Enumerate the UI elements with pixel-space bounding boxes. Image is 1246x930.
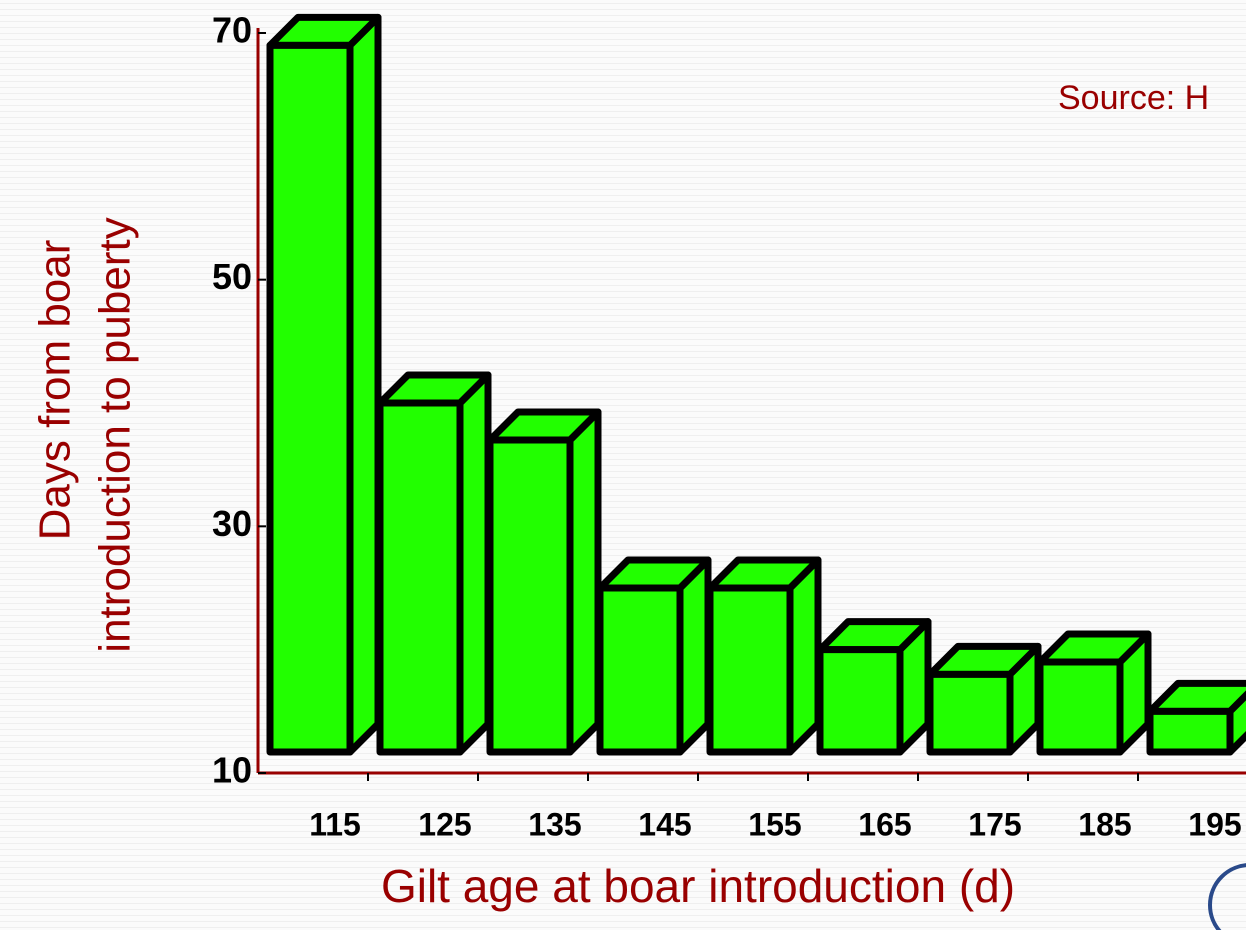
logo <box>1208 863 1246 930</box>
bar-side <box>566 408 602 756</box>
x-tick-label: 175 <box>968 806 1021 842</box>
y-axis-label: Days from boar <box>31 240 80 541</box>
bar-side <box>456 371 492 756</box>
x-tick-label: 195 <box>1188 806 1241 842</box>
y-tick-label: 50 <box>212 256 252 297</box>
x-tick-label: 125 <box>418 806 471 842</box>
y-tick-label: 70 <box>212 10 252 51</box>
bar <box>596 584 684 756</box>
bar-side <box>786 556 822 756</box>
bar <box>266 41 354 756</box>
bar <box>926 670 1014 756</box>
bar-side <box>676 556 712 756</box>
bar <box>1146 707 1234 756</box>
x-axis-label: Gilt age at boar introduction (d) <box>381 860 1015 912</box>
bar <box>706 584 794 756</box>
y-tick-label: 30 <box>212 503 252 544</box>
x-tick-label: 145 <box>638 806 691 842</box>
x-tick-label: 185 <box>1078 806 1131 842</box>
y-axis-label: introduction to puberty <box>91 217 140 652</box>
bar-side <box>346 13 382 756</box>
x-tick-label: 165 <box>858 806 911 842</box>
bar <box>1036 658 1124 756</box>
source-note: Source: H <box>1058 79 1209 117</box>
bar <box>486 436 574 756</box>
y-tick-label: 10 <box>212 750 252 791</box>
bar <box>376 399 464 756</box>
x-tick-label: 155 <box>748 806 801 842</box>
bar <box>816 646 904 756</box>
x-tick-label: 115 <box>309 806 361 842</box>
x-tick-label: 135 <box>528 806 581 842</box>
